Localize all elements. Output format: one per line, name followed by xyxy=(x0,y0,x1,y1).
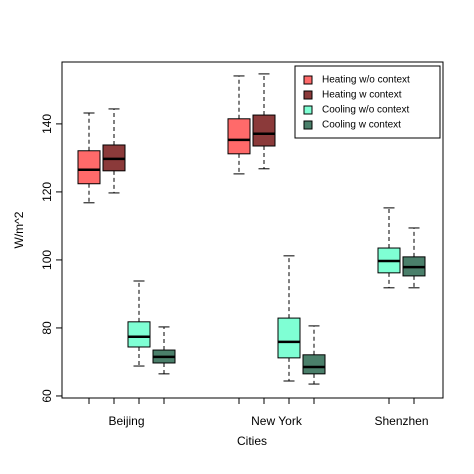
legend-label: Cooling w/o context xyxy=(322,105,409,116)
y-tick-label: 80 xyxy=(40,321,54,335)
y-tick-label: 120 xyxy=(40,182,54,202)
legend: Heating w/o context Heating w context Cool… xyxy=(303,75,410,131)
box xyxy=(77,150,101,185)
box xyxy=(302,354,326,375)
x-tick-label: New York xyxy=(251,414,303,428)
box xyxy=(252,114,276,147)
legend-label: Heating w/o context xyxy=(322,75,410,86)
y-tick-label: 140 xyxy=(40,114,54,134)
plot-frame xyxy=(61,61,444,399)
box xyxy=(227,118,251,155)
legend-label: Cooling w context xyxy=(322,120,401,131)
legend-label: Heating w context xyxy=(322,90,402,101)
legend-swatch xyxy=(303,120,313,130)
y-tick-label: 60 xyxy=(40,389,54,403)
x-axis-label: Cities xyxy=(237,434,267,448)
x-tick-label: Shenzhen xyxy=(374,414,428,428)
legend-swatch xyxy=(303,75,313,85)
legend-swatch xyxy=(303,105,313,115)
box xyxy=(127,321,151,348)
legend-frame xyxy=(294,65,441,139)
x-tick-label: Beijing xyxy=(108,414,144,428)
box xyxy=(277,317,301,359)
y-tick-label: 100 xyxy=(40,250,54,270)
y-axis-label: W/m^2 xyxy=(12,211,26,248)
legend-swatch xyxy=(303,90,313,100)
